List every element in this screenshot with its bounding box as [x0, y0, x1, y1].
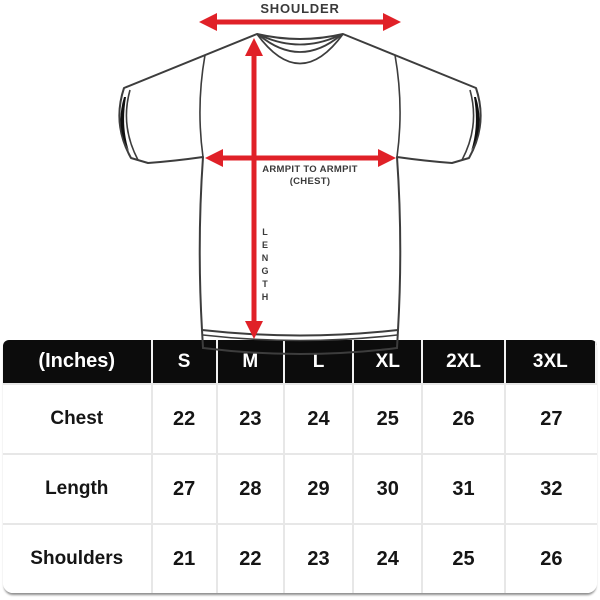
header-cell-inches: (Inches) — [3, 340, 153, 383]
chest-l: 24 — [284, 383, 355, 453]
chest-xl: 25 — [354, 383, 424, 453]
chest-3xl: 27 — [505, 383, 597, 453]
length-l: 29 — [284, 453, 355, 523]
length-s: 27 — [152, 453, 218, 523]
chest-s: 22 — [152, 383, 218, 453]
chest-arrow-head-left — [205, 149, 223, 167]
length-arrow-head-top — [245, 38, 263, 56]
collar-arc-outer — [256, 33, 344, 65]
length-2xl: 31 — [423, 453, 506, 523]
length-3xl: 32 — [505, 453, 597, 523]
shoulders-3xl: 26 — [505, 523, 597, 593]
length-m: 28 — [217, 453, 285, 523]
header-cell-s: S — [152, 340, 218, 383]
shoulders-s: 21 — [152, 523, 218, 593]
collar-arc-inner — [261, 35, 339, 46]
left-cuff-shadow — [120, 97, 129, 151]
shoulders-m: 22 — [217, 523, 285, 593]
right-cuff-seam — [461, 89, 475, 161]
row-label-length: Length — [3, 453, 153, 523]
row-label-shoulders: Shoulders — [3, 523, 153, 593]
header-cell-m: M — [217, 340, 285, 383]
chest-2xl: 26 — [423, 383, 506, 453]
chest-label-line2: (CHEST) — [289, 176, 331, 187]
right-sleeve-seam — [394, 54, 401, 158]
header-cell-xl: XL — [354, 340, 424, 383]
shoulder-label: SHOULDER — [260, 1, 340, 16]
row-label-chest: Chest — [3, 383, 153, 453]
left-sleeve-seam — [199, 54, 206, 158]
header-cell-3xl: 3XL — [505, 340, 597, 383]
chest-m: 23 — [217, 383, 285, 453]
length-arrow-head-bottom — [245, 321, 263, 339]
header-cell-l: L — [284, 340, 355, 383]
length-label: LENGTH — [260, 227, 270, 305]
chest-label-line1: ARMPIT TO ARMPIT — [262, 164, 358, 175]
header-cell-2xl: 2XL — [423, 340, 506, 383]
length-xl: 30 — [354, 453, 424, 523]
left-cuff-seam — [125, 89, 139, 161]
right-cuff-shadow — [471, 97, 480, 151]
shoulders-xl: 24 — [354, 523, 424, 593]
shoulders-2xl: 25 — [423, 523, 506, 593]
shoulders-l: 23 — [284, 523, 355, 593]
chest-label: ARMPIT TO ARMPIT (CHEST) — [230, 164, 390, 188]
size-table: (Inches) S M L XL 2XL 3XL Chest 22 23 24… — [3, 340, 597, 593]
collar-arc-middle — [258, 34, 342, 53]
